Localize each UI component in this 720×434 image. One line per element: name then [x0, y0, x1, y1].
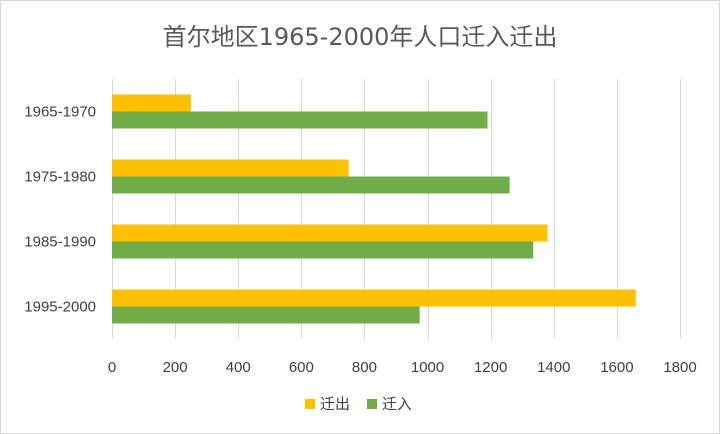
- x-tick-label: 1800: [663, 359, 696, 376]
- bars: [112, 94, 636, 324]
- y-tick-label: 1965-1970: [24, 104, 96, 121]
- bar-迁入-1985-1990: [112, 241, 534, 259]
- legend-swatch-迁出: [305, 399, 315, 409]
- x-tick-label: 1400: [537, 359, 570, 376]
- x-tick-label: 1000: [411, 359, 444, 376]
- legend-label-迁入: 迁入: [382, 395, 412, 413]
- x-axis-ticks: 0 200 400 600 800 1000 1200 1400 1600 1800: [108, 359, 697, 376]
- bar-迁入-1965-1970: [112, 111, 488, 129]
- y-tick-label: 1995-2000: [24, 299, 96, 316]
- bar-迁出-1965-1970: [112, 94, 191, 112]
- legend: 迁出 迁入: [305, 395, 412, 413]
- x-tick-label: 200: [163, 359, 188, 376]
- x-tick-label: 800: [352, 359, 377, 376]
- bar-迁入-1975-1980: [112, 176, 510, 194]
- legend-swatch-迁入: [367, 399, 377, 409]
- x-tick-label: 1200: [474, 359, 507, 376]
- x-tick-label: 0: [108, 359, 116, 376]
- x-tick-label: 400: [226, 359, 251, 376]
- x-tick-label: 1600: [600, 359, 633, 376]
- y-axis-ticks: 1965-1970 1975-1980 1985-1990 1995-2000: [24, 104, 96, 316]
- bar-迁出-1985-1990: [112, 224, 548, 242]
- bar-迁出-1995-2000: [112, 289, 636, 307]
- bar-迁出-1975-1980: [112, 159, 349, 177]
- y-tick-label: 1985-1990: [24, 234, 96, 251]
- x-tick-label: 600: [289, 359, 314, 376]
- legend-label-迁出: 迁出: [320, 395, 350, 413]
- y-tick-label: 1975-1980: [24, 169, 96, 186]
- chart-title: 首尔地区1965-2000年人口迁入迁出: [163, 23, 558, 51]
- bar-迁入-1995-2000: [112, 306, 420, 324]
